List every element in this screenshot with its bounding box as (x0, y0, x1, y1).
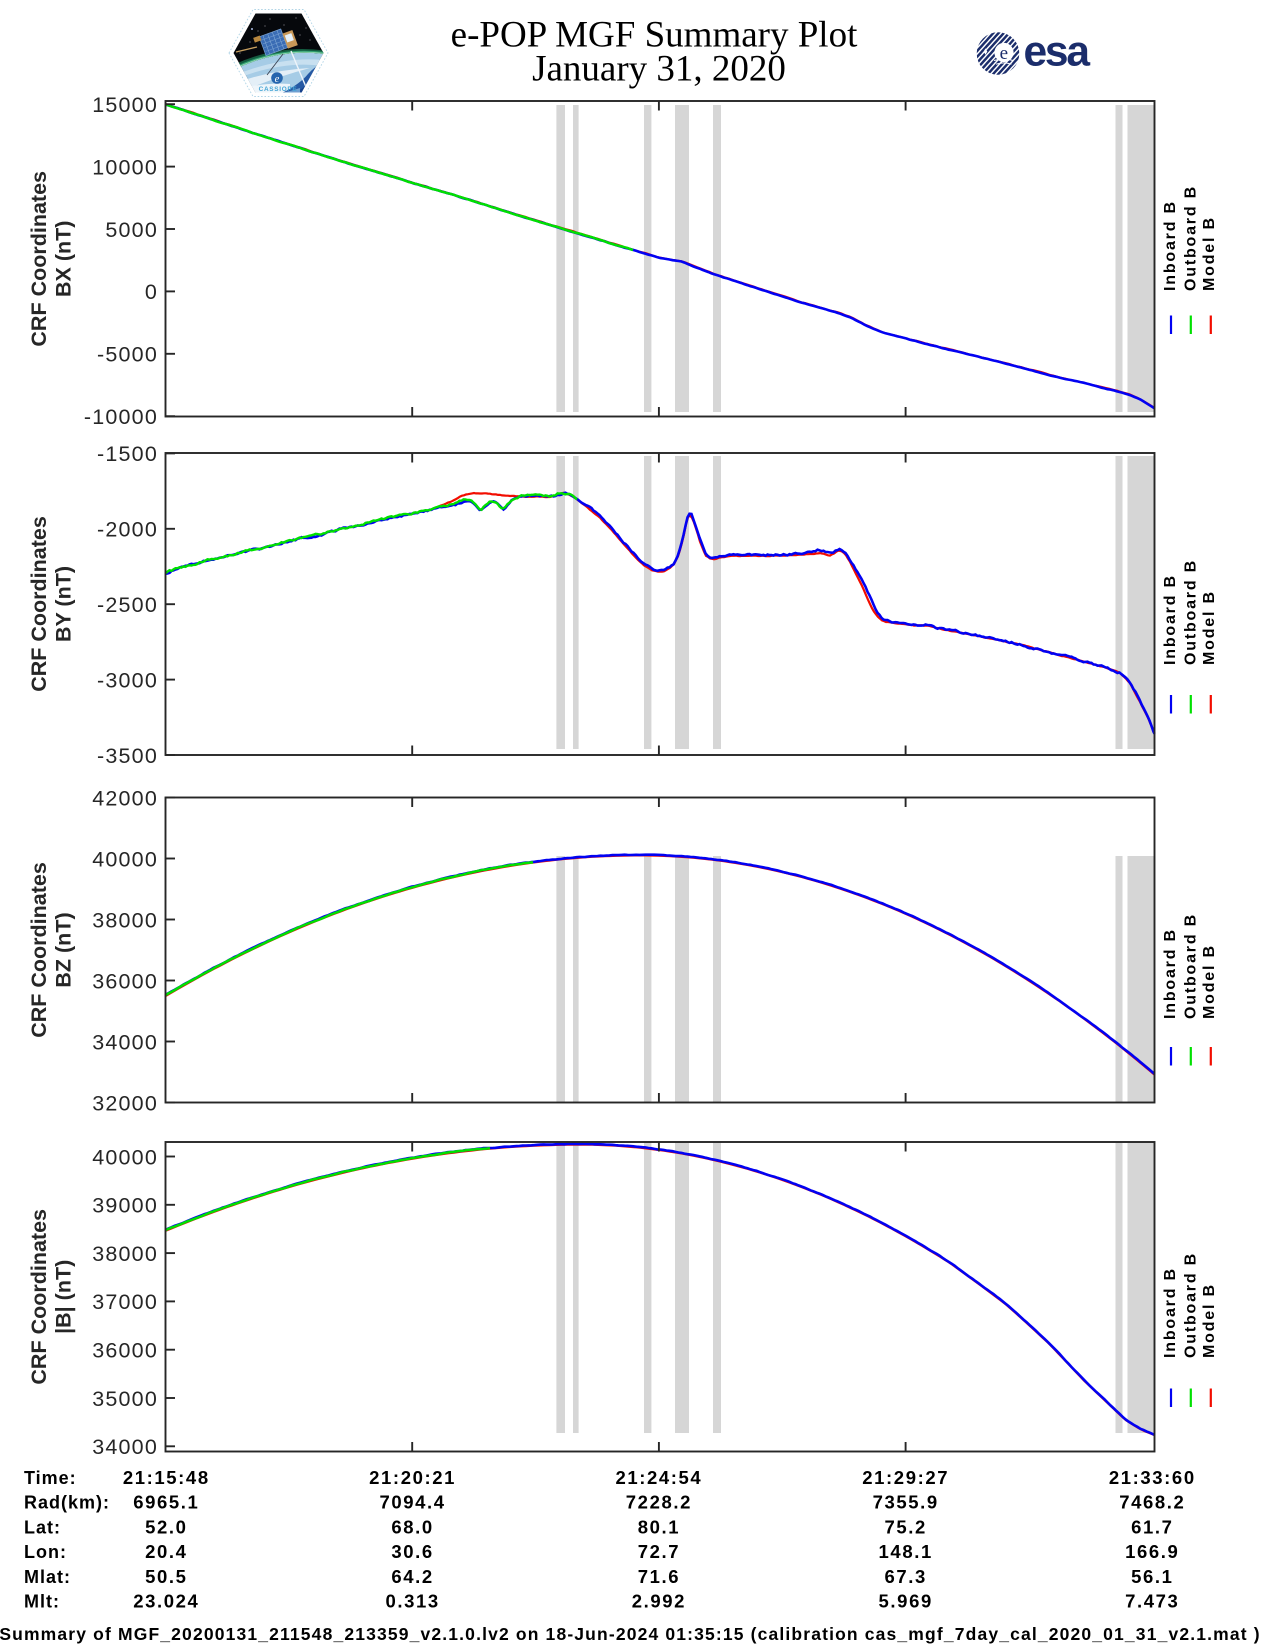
svg-text:75.2: 75.2 (884, 1516, 926, 1537)
svg-text:21:15:48: 21:15:48 (123, 1467, 210, 1488)
svg-text:34000: 34000 (92, 1435, 158, 1459)
svg-text:0: 0 (145, 280, 158, 304)
svg-text:34000: 34000 (92, 1030, 158, 1054)
svg-text:Summary of MGF_20200131_211548: Summary of MGF_20200131_211548_213359_v2… (0, 1624, 1261, 1644)
svg-text:36000: 36000 (92, 1339, 158, 1363)
svg-text:7.473: 7.473 (1125, 1591, 1179, 1612)
svg-text:21:33:60: 21:33:60 (1109, 1467, 1196, 1488)
svg-text:Rad(km):: Rad(km): (24, 1493, 110, 1513)
svg-text:Inboard B: Inboard B (1162, 1267, 1179, 1358)
svg-text:-2500: -2500 (97, 593, 158, 617)
svg-text:40000: 40000 (92, 1145, 158, 1169)
svg-text:Mlt:: Mlt: (24, 1592, 60, 1612)
svg-text:30.6: 30.6 (391, 1541, 433, 1562)
svg-text:71.6: 71.6 (638, 1566, 680, 1587)
svg-text:Inboard B: Inboard B (1162, 200, 1179, 291)
svg-text:67.3: 67.3 (884, 1566, 926, 1587)
svg-text:CRF Coordinates: CRF Coordinates (27, 516, 51, 692)
svg-text:Outboard B: Outboard B (1183, 559, 1200, 665)
svg-text:esa: esa (1024, 29, 1091, 76)
svg-text:-5000: -5000 (97, 343, 158, 367)
svg-text:e: e (1000, 43, 1008, 64)
svg-text:Inboard B: Inboard B (1162, 928, 1179, 1019)
svg-text:23.024: 23.024 (133, 1591, 199, 1612)
svg-text:5000: 5000 (105, 218, 158, 242)
svg-text:Time:: Time: (24, 1468, 77, 1488)
svg-text:2.992: 2.992 (632, 1591, 686, 1612)
svg-text:15000: 15000 (92, 93, 158, 117)
svg-text:148.1: 148.1 (879, 1541, 933, 1562)
svg-text:CASSIOPE: CASSIOPE (259, 86, 298, 93)
svg-text:-2000: -2000 (97, 518, 158, 542)
svg-text:e-POP MGF Summary Plot: e-POP MGF Summary Plot (451, 15, 858, 56)
svg-text:e: e (275, 74, 280, 85)
svg-text:Inboard B: Inboard B (1162, 574, 1179, 665)
svg-text:64.2: 64.2 (391, 1566, 433, 1587)
svg-text:BY (nT): BY (nT) (52, 566, 76, 642)
svg-text:Lat:: Lat: (24, 1517, 61, 1537)
svg-text:7468.2: 7468.2 (1119, 1492, 1185, 1513)
svg-text:6965.1: 6965.1 (133, 1492, 199, 1513)
svg-text:21:24:54: 21:24:54 (615, 1467, 702, 1488)
svg-text:39000: 39000 (92, 1194, 158, 1218)
svg-text:38000: 38000 (92, 908, 158, 932)
svg-text:56.1: 56.1 (1131, 1566, 1173, 1587)
svg-text:21:29:27: 21:29:27 (862, 1467, 949, 1488)
svg-text:20.4: 20.4 (145, 1541, 187, 1562)
svg-text:Outboard B: Outboard B (1183, 913, 1200, 1019)
svg-text:36000: 36000 (92, 969, 158, 993)
svg-text:35000: 35000 (92, 1387, 158, 1411)
svg-text:10000: 10000 (92, 155, 158, 179)
svg-text:42000: 42000 (92, 786, 158, 810)
svg-text:80.1: 80.1 (638, 1516, 680, 1537)
svg-text:Model B: Model B (1201, 944, 1218, 1019)
svg-text:Mlat:: Mlat: (24, 1567, 71, 1587)
svg-text:Outboard B: Outboard B (1183, 185, 1200, 291)
svg-text:Model B: Model B (1201, 1283, 1218, 1358)
svg-text:72.7: 72.7 (638, 1541, 680, 1562)
svg-text:61.7: 61.7 (1131, 1516, 1173, 1537)
svg-text:-3000: -3000 (97, 668, 158, 692)
svg-text:40000: 40000 (92, 847, 158, 871)
svg-text:7355.9: 7355.9 (873, 1492, 939, 1513)
svg-text:7228.2: 7228.2 (626, 1492, 692, 1513)
svg-text:38000: 38000 (92, 1242, 158, 1266)
svg-text:32000: 32000 (92, 1091, 158, 1115)
svg-text:|B| (nT): |B| (nT) (52, 1260, 76, 1334)
svg-text:-1500: -1500 (97, 442, 158, 466)
svg-text:Lon:: Lon: (24, 1542, 67, 1562)
svg-text:CRF Coordinates: CRF Coordinates (27, 862, 51, 1038)
svg-text:50.5: 50.5 (145, 1566, 187, 1587)
svg-text:68.0: 68.0 (391, 1516, 433, 1537)
svg-text:Model B: Model B (1201, 216, 1218, 291)
svg-text:Outboard B: Outboard B (1183, 1252, 1200, 1358)
svg-text:166.9: 166.9 (1125, 1541, 1179, 1562)
svg-text:CRF Coordinates: CRF Coordinates (27, 171, 51, 347)
svg-text:21:20:21: 21:20:21 (369, 1467, 456, 1488)
svg-text:-10000: -10000 (84, 405, 158, 429)
svg-text:CRF Coordinates: CRF Coordinates (27, 1209, 51, 1385)
svg-text:January 31, 2020: January 31, 2020 (532, 49, 786, 90)
svg-text:7094.4: 7094.4 (380, 1492, 446, 1513)
svg-text:-3500: -3500 (97, 744, 158, 768)
svg-text:5.969: 5.969 (879, 1591, 933, 1612)
svg-text:BX (nT): BX (nT) (52, 221, 76, 297)
svg-text:0.313: 0.313 (385, 1591, 439, 1612)
svg-text:52.0: 52.0 (145, 1516, 187, 1537)
svg-text:37000: 37000 (92, 1290, 158, 1314)
svg-text:BZ (nT): BZ (nT) (52, 912, 76, 987)
svg-text:Model B: Model B (1201, 590, 1218, 665)
